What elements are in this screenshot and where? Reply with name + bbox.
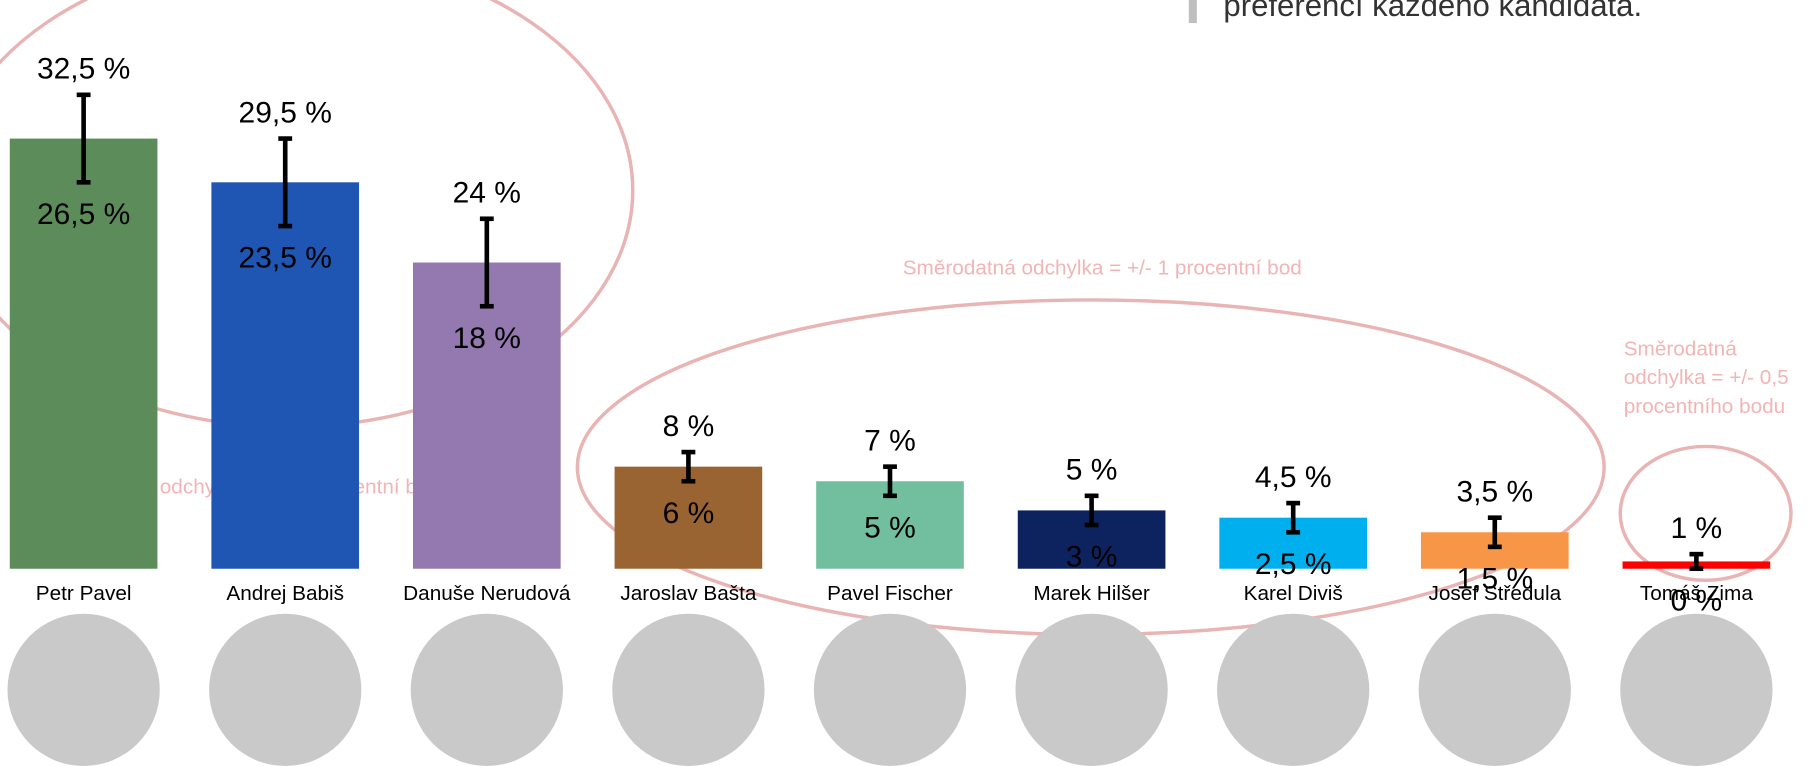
candidate-photo <box>612 614 764 766</box>
candidate-photo <box>411 614 563 766</box>
candidate-name: Marek Hilšer <box>1033 582 1150 605</box>
lower-label: 18 % <box>453 322 521 355</box>
lower-label: 23,5 % <box>239 242 332 275</box>
quote-bar <box>1189 0 1197 23</box>
lower-label: 3 % <box>1066 541 1118 574</box>
candidate-name: Danuše Nerudová <box>403 582 571 605</box>
annotation: odchylka = +/- 0,5 <box>1624 366 1789 389</box>
bar <box>211 182 359 568</box>
candidate-name: Karel Diviš <box>1244 582 1343 605</box>
candidate-photo <box>1015 614 1167 766</box>
candidate-photo <box>209 614 361 766</box>
upper-label: 24 % <box>453 177 521 210</box>
error-bar <box>1689 554 1703 569</box>
upper-label: 8 % <box>663 410 715 443</box>
candidate-name: Pavel Fischer <box>827 582 953 605</box>
candidate-name: Jaroslav Bašta <box>620 582 757 605</box>
upper-label: 7 % <box>864 425 916 458</box>
upper-label: 29,5 % <box>239 96 332 129</box>
candidate-name: Petr Pavel <box>36 582 132 605</box>
annotation: Směrodatná odchylka = +/- 1 procentní bo… <box>903 257 1302 280</box>
candidate-name: Andrej Babiš <box>226 582 344 605</box>
lower-label: 26,5 % <box>37 198 130 231</box>
upper-label: 32,5 % <box>37 53 130 86</box>
note-text: preferencí každého kandidáta. <box>1223 0 1642 23</box>
annotation: Směrodatná <box>1624 337 1738 360</box>
upper-label: 3,5 % <box>1456 476 1533 509</box>
annotation: procentního bodu <box>1624 395 1786 418</box>
chart: preferencí každého kandidáta. Směrodatná… <box>0 0 1810 766</box>
lower-label: 6 % <box>663 497 715 530</box>
candidate-name: Tomáš Zima <box>1640 582 1753 605</box>
candidate-photo <box>7 614 159 766</box>
candidate-photo <box>1419 614 1571 766</box>
candidate-photo <box>814 614 966 766</box>
candidate-photo <box>1620 614 1772 766</box>
lower-label: 5 % <box>864 511 916 544</box>
candidate-name: Josef Středula <box>1428 582 1561 605</box>
upper-label: 1 % <box>1671 512 1723 545</box>
upper-label: 4,5 % <box>1255 461 1332 494</box>
candidate-photo <box>1217 614 1369 766</box>
upper-label: 5 % <box>1066 454 1118 487</box>
lower-label: 2,5 % <box>1255 548 1332 581</box>
